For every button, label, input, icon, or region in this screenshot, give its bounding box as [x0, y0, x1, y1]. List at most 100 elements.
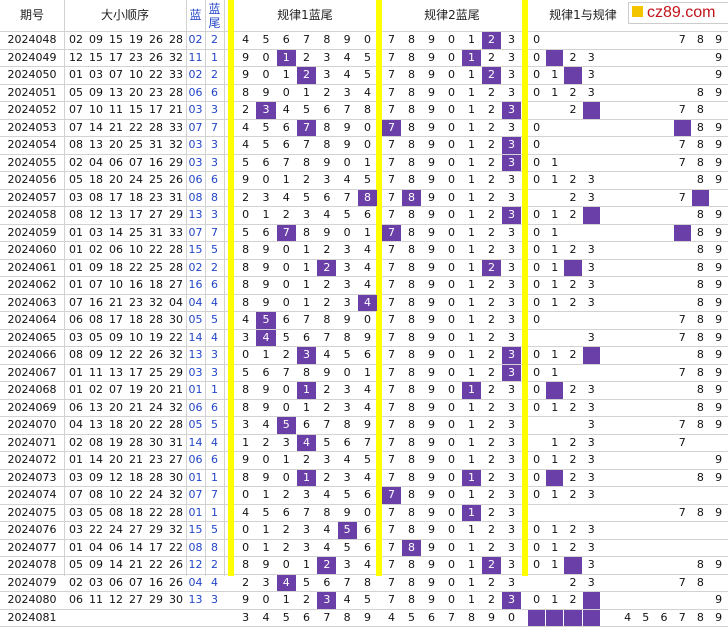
- rule12-cell: [655, 540, 672, 557]
- rule2-cell: 1: [468, 400, 475, 414]
- rule12-cell: 9: [715, 225, 723, 239]
- rule1-cell: 9: [242, 453, 250, 466]
- rule2-cell: 7: [388, 418, 395, 431]
- rule1-cell: 0: [343, 155, 351, 169]
- rule12-cell: [637, 522, 654, 539]
- row-divider: [0, 241, 728, 242]
- rule2-cell: 1: [468, 243, 475, 256]
- rule12-cell: 7: [678, 575, 686, 589]
- period-cell: 2024081: [7, 610, 57, 624]
- rule12-cell: [619, 470, 636, 487]
- rule12-cell: 8: [696, 348, 704, 361]
- blue-tail-cell: 3: [211, 365, 218, 379]
- red-ball-cell: 26: [149, 50, 163, 64]
- rule12-cell: [637, 505, 654, 522]
- rule2-cell: 3: [502, 154, 521, 171]
- rule12-cell: 7: [678, 190, 686, 204]
- rule12-cell: 1: [551, 85, 559, 99]
- rule12-cell: 0: [533, 68, 541, 81]
- rule12-cell: 2: [569, 575, 577, 589]
- rule1-cell: 1: [303, 243, 311, 256]
- rule12-cell: 8: [696, 313, 704, 326]
- rule2-cell: 7: [388, 138, 395, 151]
- rule12-cell: [674, 452, 691, 469]
- column-divider: [205, 0, 206, 576]
- rule2-cell: 8: [408, 155, 415, 169]
- rule2-cell: 0: [448, 558, 455, 571]
- rule2-cell: 3: [508, 278, 515, 291]
- rule12-cell: 9: [715, 155, 723, 169]
- rule12-cell: [601, 400, 618, 417]
- rule1-cell: 8: [242, 278, 250, 291]
- red-ball-cell: 22: [129, 120, 143, 134]
- rule12-cell: [528, 435, 545, 452]
- blue-tail-cell: 4: [211, 575, 218, 589]
- red-ball-cell: 18: [89, 173, 103, 186]
- rule2-cell: 7: [388, 330, 395, 344]
- rule2-cell: 1: [468, 278, 475, 291]
- rule2-cell: 9: [428, 120, 435, 134]
- blue-ball-cell: 15: [188, 243, 203, 256]
- blue-tail-cell: 5: [211, 418, 218, 431]
- period-cell: 2024068: [7, 383, 57, 396]
- rule12-cell: [601, 242, 618, 259]
- rule12-cell: 8: [696, 330, 704, 344]
- rule1-cell: 9: [363, 418, 371, 431]
- rule2-cell: 0: [448, 313, 455, 326]
- rule12-cell: [619, 85, 636, 102]
- rule12-cell: 5: [642, 610, 650, 624]
- rule1-cell: 8: [343, 418, 351, 431]
- rule1-cell: 0: [363, 313, 371, 326]
- red-ball-cell: 31: [169, 190, 183, 204]
- rule1-cell: 8: [363, 575, 371, 589]
- rule12-cell: [564, 259, 582, 276]
- rule12-cell: 7: [678, 33, 686, 46]
- rule2-cell: 3: [508, 85, 515, 99]
- rule12-cell: 7: [678, 505, 686, 519]
- rule12-cell: [601, 365, 618, 382]
- rule2-cell: 7: [388, 365, 395, 379]
- rule1-cell: 3: [343, 260, 351, 274]
- rule2-cell: 0: [448, 295, 455, 309]
- period-cell: 2024055: [7, 155, 57, 169]
- rule12-cell: 8: [696, 155, 704, 169]
- rule2-cell: 0: [448, 173, 455, 186]
- rule2-cell: 3: [508, 540, 515, 554]
- red-ball-cell: 05: [69, 85, 83, 99]
- rule1-cell: 2: [242, 103, 250, 116]
- rule12-cell: [546, 609, 564, 626]
- rule12-cell: 1: [551, 365, 559, 379]
- period-cell: 2024079: [7, 575, 57, 589]
- rule12-cell: [674, 540, 691, 557]
- rule1-cell: 6: [363, 523, 371, 536]
- rule1-cell: 6: [262, 365, 270, 379]
- period-cell: 2024062: [7, 278, 57, 291]
- rule12-cell: 9: [715, 85, 723, 99]
- rule12-cell: [528, 330, 545, 347]
- rule1-cell: 8: [242, 558, 250, 571]
- rule12-cell: 3: [587, 488, 595, 501]
- red-ball-cell: 23: [149, 453, 163, 466]
- blue-tail-cell: 3: [211, 155, 218, 169]
- rule2-cell: 1: [468, 208, 475, 221]
- rule1-cell: 0: [282, 470, 290, 484]
- rule1-cell: 2: [303, 50, 311, 64]
- rule12-cell: 9: [715, 313, 723, 326]
- rule2-cell: 3: [508, 120, 515, 134]
- red-ball-cell: 13: [109, 365, 123, 379]
- red-ball-cell: 19: [129, 33, 143, 46]
- rule1-cell: 7: [323, 418, 331, 431]
- rule1-cell: 7: [276, 224, 296, 241]
- rule12-cell: 8: [696, 103, 704, 116]
- rule1-cell: 3: [262, 575, 270, 589]
- rule1-cell: 3: [343, 558, 351, 571]
- period-cell: 2024053: [7, 120, 57, 134]
- row-divider: [0, 188, 728, 190]
- red-ball-cell: [146, 609, 166, 627]
- rule1-cell: 4: [343, 593, 351, 606]
- rule12-cell: 0: [533, 453, 541, 466]
- rule1-cell: 9: [262, 558, 270, 571]
- rule1-cell: 1: [363, 225, 371, 239]
- rule12-cell: [674, 277, 691, 294]
- rule2-cell: 3: [508, 575, 515, 589]
